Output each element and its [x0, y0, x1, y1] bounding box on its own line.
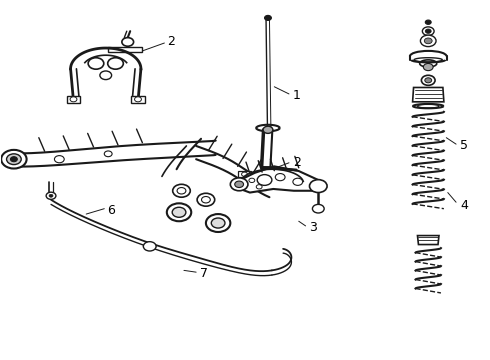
- Circle shape: [256, 185, 262, 189]
- Text: 6: 6: [107, 204, 115, 217]
- Circle shape: [88, 58, 104, 69]
- Circle shape: [425, 29, 431, 33]
- Circle shape: [10, 157, 17, 162]
- Circle shape: [310, 180, 327, 193]
- Circle shape: [108, 58, 123, 69]
- Circle shape: [100, 71, 112, 80]
- Text: 5: 5: [460, 139, 468, 152]
- Circle shape: [420, 35, 436, 46]
- Text: 3: 3: [310, 221, 318, 234]
- Text: 2: 2: [293, 156, 301, 169]
- Circle shape: [424, 38, 432, 44]
- Circle shape: [6, 154, 21, 165]
- Circle shape: [313, 204, 324, 213]
- Circle shape: [167, 203, 191, 221]
- Circle shape: [230, 178, 248, 191]
- Text: 1: 1: [293, 89, 301, 102]
- Text: 4: 4: [460, 199, 468, 212]
- Polygon shape: [240, 166, 318, 193]
- Polygon shape: [417, 235, 439, 244]
- Circle shape: [206, 214, 230, 232]
- Text: 2: 2: [167, 35, 175, 49]
- Polygon shape: [238, 171, 251, 177]
- Circle shape: [425, 78, 432, 83]
- Circle shape: [265, 15, 271, 21]
- Circle shape: [177, 188, 186, 194]
- Polygon shape: [67, 96, 80, 103]
- Circle shape: [54, 156, 64, 163]
- Circle shape: [49, 194, 53, 197]
- Text: 7: 7: [200, 267, 208, 280]
- Circle shape: [46, 192, 56, 199]
- Circle shape: [104, 151, 112, 157]
- Circle shape: [263, 126, 273, 134]
- Circle shape: [201, 197, 210, 203]
- Circle shape: [421, 75, 435, 85]
- Circle shape: [275, 174, 285, 181]
- Circle shape: [1, 150, 26, 168]
- Circle shape: [172, 207, 186, 217]
- Circle shape: [425, 20, 431, 24]
- Circle shape: [70, 97, 77, 102]
- Circle shape: [293, 178, 303, 185]
- Polygon shape: [131, 96, 145, 103]
- Circle shape: [423, 63, 433, 71]
- Circle shape: [197, 193, 215, 206]
- Circle shape: [172, 184, 190, 197]
- Circle shape: [211, 218, 225, 228]
- Circle shape: [135, 97, 142, 102]
- Circle shape: [235, 181, 244, 188]
- Polygon shape: [252, 184, 266, 190]
- Circle shape: [242, 172, 247, 176]
- Circle shape: [144, 242, 156, 251]
- Polygon shape: [108, 46, 143, 51]
- Polygon shape: [245, 177, 259, 184]
- Circle shape: [122, 38, 134, 46]
- Circle shape: [422, 27, 434, 36]
- Circle shape: [249, 178, 255, 183]
- Polygon shape: [413, 87, 444, 102]
- Circle shape: [257, 175, 272, 185]
